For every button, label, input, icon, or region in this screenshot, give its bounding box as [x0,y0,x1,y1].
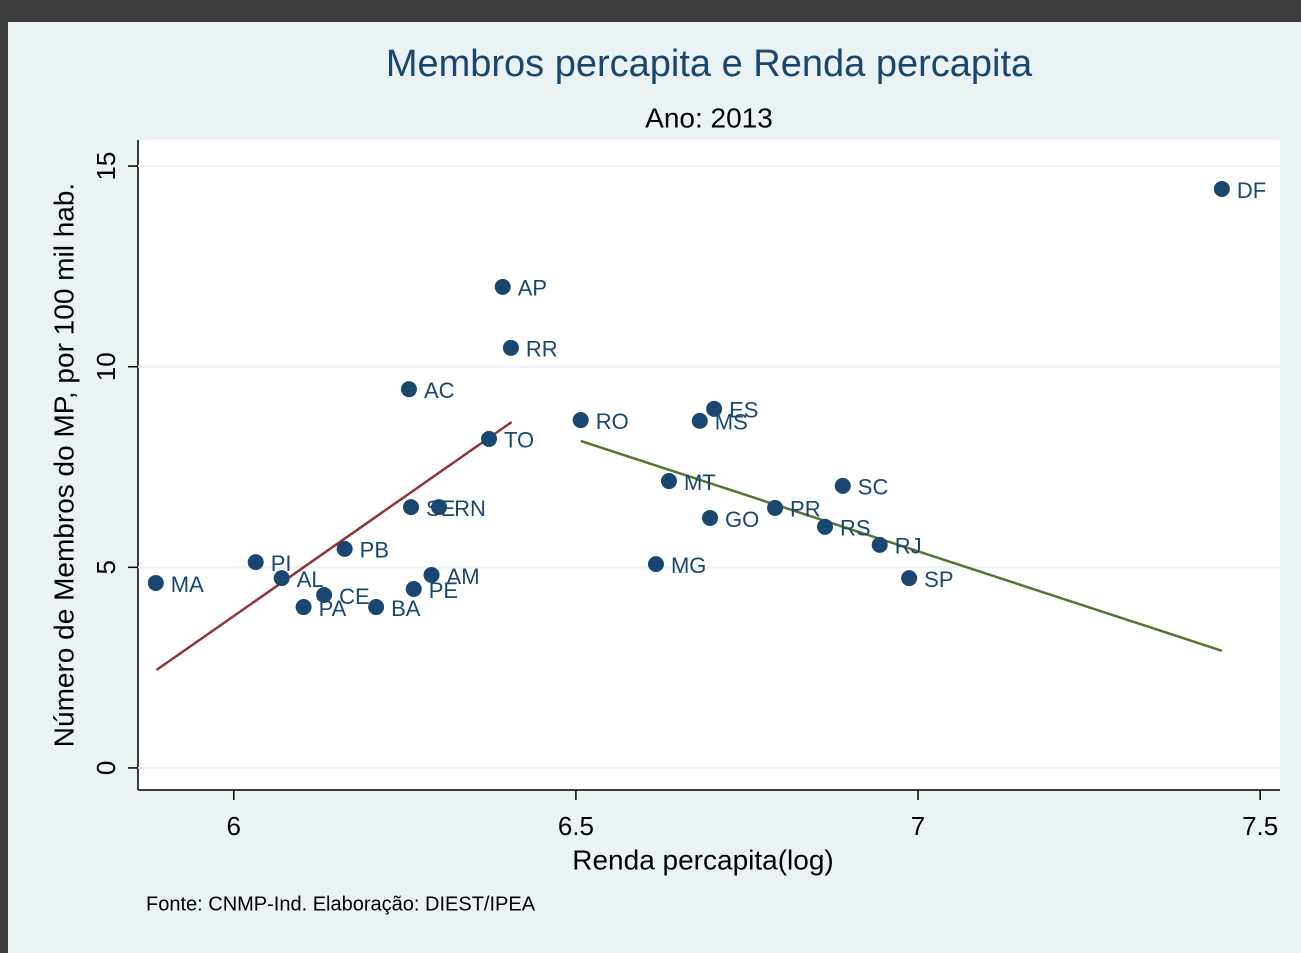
point [481,430,498,447]
y-axis-title: Número de Membros do MP, por 100 mil hab… [48,183,79,747]
point-label: MT [684,470,716,495]
point [403,499,420,516]
point-label: DF [1237,178,1266,203]
point [871,536,888,553]
point-label: RR [526,337,558,362]
point-label: CE [339,584,370,609]
point-label: SC [858,475,889,500]
point-label: GO [725,507,759,532]
point-label: AM [447,564,480,589]
x-tick-label: 6.5 [558,811,594,841]
point [147,574,164,591]
y-tick-label: 5 [91,560,121,574]
x-axis-title: Renda percapita(log) [572,844,834,875]
fit-line [580,439,1223,652]
point-label: PR [790,497,821,522]
point [767,499,784,516]
point-label: PB [360,538,389,563]
point [1213,180,1230,197]
chart-subtitle: Ano: 2013 [645,102,773,133]
point [316,587,333,603]
point [431,499,448,516]
point [400,381,417,398]
point [494,278,511,295]
point-label: TO [504,428,534,453]
point-label: MA [171,572,204,597]
point [368,599,385,616]
point-label: RS [840,516,871,541]
point [423,566,440,583]
point-label: AP [518,276,547,301]
point [405,580,422,597]
x-tick-label: 7.5 [1242,811,1278,841]
point-label: ES [729,398,758,423]
point-label: AL [297,567,324,592]
point [336,540,353,557]
point-label: BA [391,596,421,621]
point-label: RN [454,496,486,521]
point-label: RJ [895,534,922,559]
point [702,509,719,526]
point [660,473,677,490]
plot-area [138,140,1280,790]
point [691,412,708,429]
y-tick-label: 0 [91,761,121,775]
point [502,339,519,356]
point [247,554,264,571]
point-label: SP [924,567,953,592]
point [834,477,851,494]
point [706,400,723,417]
point-label: PI [271,551,292,576]
source-note: Fonte: CNMP-Ind. Elaboração: DIEST/IPEA [146,893,536,915]
y-tick-label: 15 [91,152,121,181]
point-label: MG [671,553,706,578]
fit-line [155,421,513,672]
x-tick-label: 6 [227,811,241,841]
point [647,556,664,573]
chart-title: Membros percapita e Renda percapita [386,43,1033,85]
point-label: PE [429,578,458,603]
point [901,570,918,587]
point [273,570,290,587]
y-tick-label: 10 [91,352,121,381]
point-label: RO [596,409,629,434]
x-tick-label: 7 [911,811,925,841]
point-label: AC [424,378,455,403]
point [816,518,833,535]
point [572,412,589,429]
point [295,599,312,616]
